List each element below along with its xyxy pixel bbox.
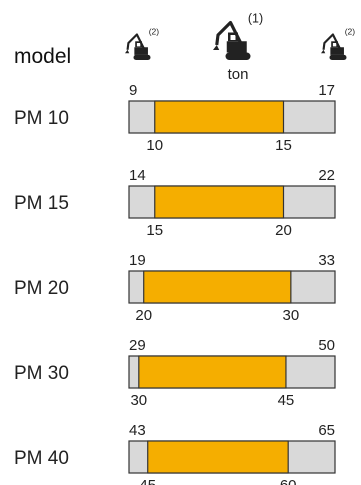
icon-note: (2): [149, 27, 160, 37]
outer-min-label: 14: [129, 167, 146, 184]
chart-row: PM 30 29 50 30 45: [14, 337, 336, 409]
outer-min-label: 19: [129, 252, 146, 269]
outer-max-label: 65: [318, 422, 335, 439]
inner-min-label: 45: [139, 477, 156, 485]
inner-max-label: 15: [275, 137, 292, 154]
inner-min-label: 10: [146, 137, 163, 154]
row-model-label: PM 15: [14, 193, 69, 214]
row-model-label: PM 40: [14, 448, 69, 469]
outer-min-label: 29: [129, 337, 146, 354]
inner-min-label: 20: [135, 307, 152, 324]
outer-max-label: 33: [318, 252, 335, 269]
excavator-icons: (2) (1) (2): [125, 12, 356, 60]
inner-max-label: 30: [283, 307, 300, 324]
outer-max-label: 17: [318, 82, 335, 99]
excavator-icon: (1): [213, 12, 263, 60]
inner-max-label: 60: [280, 477, 297, 485]
inner-min-label: 15: [146, 222, 163, 239]
chart-row: PM 20 19 33 20 30: [14, 252, 336, 324]
large-excavator-icon: (2): [321, 27, 356, 60]
outer-max-label: 22: [318, 167, 335, 184]
inner-min-label: 30: [130, 392, 147, 409]
model-header: model: [14, 45, 71, 68]
outer-min-label: 43: [129, 422, 146, 439]
row-model-label: PM 30: [14, 363, 69, 384]
outer-min-label: 9: [129, 82, 137, 99]
chart-row: PM 40 43 65 45 60: [14, 422, 336, 485]
inner-max-label: 45: [278, 392, 295, 409]
inner-max-label: 20: [275, 222, 292, 239]
row-model-label: PM 10: [14, 108, 69, 129]
small-excavator-icon: (2): [125, 27, 160, 60]
inner-range-bar: [147, 440, 289, 474]
inner-range-bar: [154, 185, 285, 219]
chart-row: PM 15 14 22 15 20: [14, 167, 336, 239]
inner-range-bar: [143, 270, 292, 304]
outer-max-label: 50: [318, 337, 335, 354]
unit-label: ton: [228, 66, 249, 83]
inner-range-bar: [138, 355, 287, 389]
chart-row: PM 10 9 17 10 15: [14, 82, 336, 154]
inner-range-bar: [154, 100, 285, 134]
row-model-label: PM 20: [14, 278, 69, 299]
icon-note: (2): [345, 27, 356, 37]
icon-note: (1): [248, 12, 263, 26]
